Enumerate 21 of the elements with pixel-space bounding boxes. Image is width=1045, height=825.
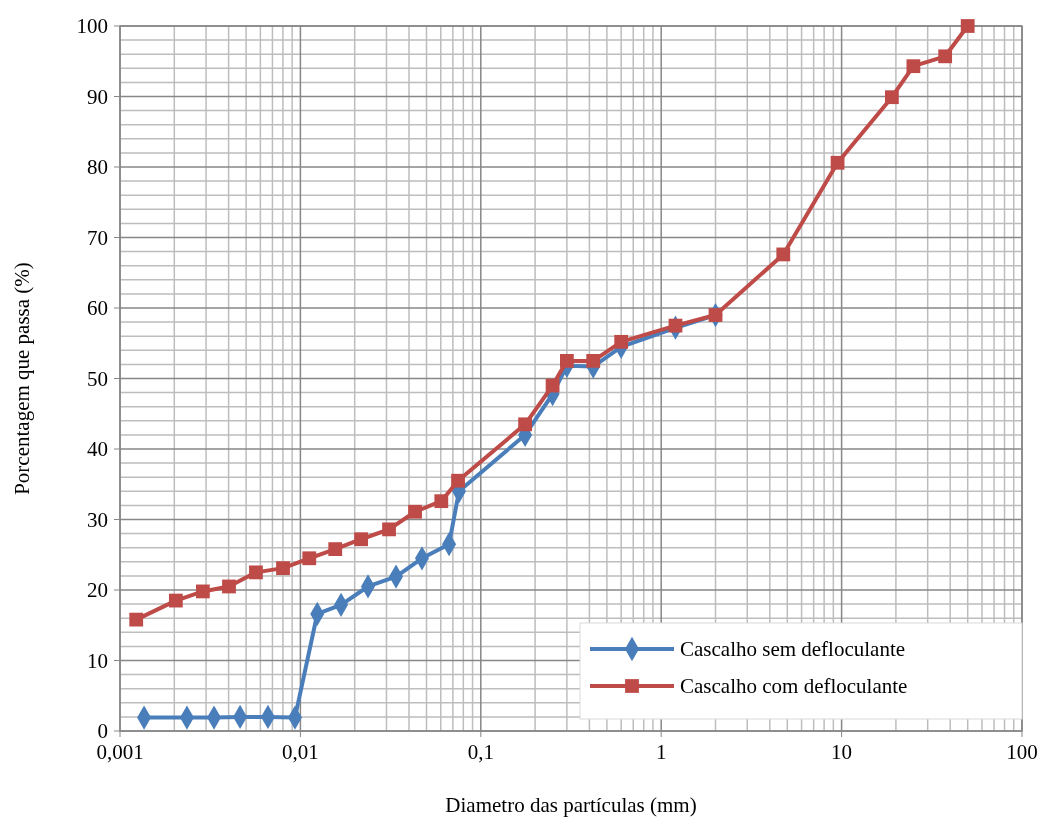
y-tick-label: 70 [87, 225, 108, 250]
x-tick-label: 0,001 [96, 740, 144, 764]
y-tick-label: 90 [87, 84, 108, 109]
y-tick-label: 40 [87, 437, 108, 461]
y-tick-label: 80 [87, 155, 108, 179]
y-tick-label: 20 [87, 578, 108, 602]
y-axis-title: Porcentagem que passa (%) [10, 262, 34, 495]
y-tick-label: 60 [87, 296, 108, 320]
legend-label: Cascalho com defloculante [680, 674, 908, 698]
x-tick-label: 0,1 [467, 740, 494, 764]
y-tick-label: 10 [87, 648, 108, 673]
legend-label: Cascalho sem defloculante [680, 637, 906, 661]
x-tick-label: 1 [655, 740, 667, 764]
x-tick-label: 100 [1006, 740, 1038, 764]
y-tick-label: 100 [76, 14, 108, 38]
y-tick-label: 0 [97, 719, 108, 743]
y-tick-label: 50 [87, 366, 108, 391]
y-tick-label: 30 [87, 507, 108, 532]
x-tick-label: 0,01 [282, 740, 319, 764]
x-axis-title: Diametro das partículas (mm) [445, 793, 697, 817]
x-tick-label: 10 [831, 740, 853, 764]
